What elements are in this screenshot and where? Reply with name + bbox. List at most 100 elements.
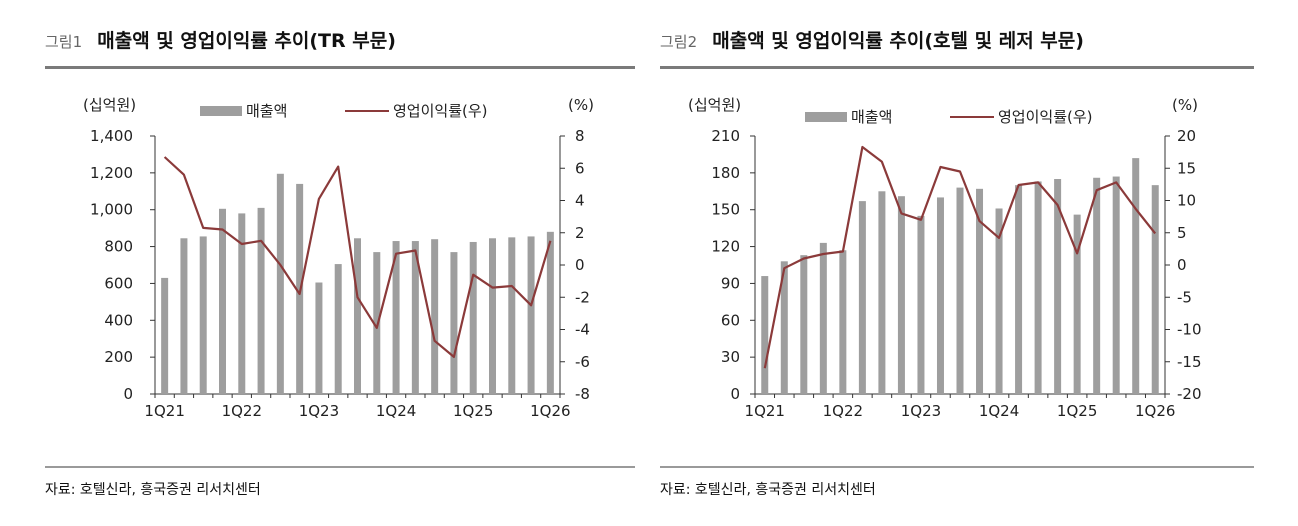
- legend-bar-label: 매출액: [246, 102, 287, 120]
- y-right-tick-label: -2: [575, 288, 590, 306]
- bar-1Q23: [315, 282, 323, 394]
- bar-2Q24: [1015, 185, 1023, 394]
- y-tick-label: 60: [721, 311, 740, 329]
- source-divider: [45, 466, 635, 468]
- margin-line-series: [163, 156, 552, 358]
- y-tick-label: 30: [721, 348, 740, 366]
- source-note: 자료: 호텔신라, 흥국증권 리서치센터: [660, 482, 876, 498]
- source-divider: [660, 466, 1254, 468]
- title-divider: [660, 66, 1254, 69]
- y-right-tick-label: 8: [575, 127, 585, 145]
- y-tick-label: 0: [123, 385, 133, 403]
- x-tick-label: 1Q22: [823, 402, 863, 420]
- bar-2Q25: [489, 238, 496, 394]
- y-tick-label: 210: [711, 127, 740, 145]
- right-axis-unit: (%): [1172, 96, 1198, 114]
- y-tick-label: 400: [104, 311, 133, 329]
- bar-2Q21: [180, 238, 188, 394]
- y-right-tick-label: 2: [575, 224, 585, 242]
- legend-bar-swatch: [200, 106, 242, 116]
- bar-3Q23: [354, 238, 361, 394]
- x-tick-label: 1Q23: [901, 402, 941, 420]
- x-tick-label: 1Q23: [299, 402, 339, 420]
- bar-2Q24: [411, 241, 419, 394]
- bar-3Q24: [431, 239, 439, 394]
- legend-line-label: 영업이익률(우): [998, 108, 1093, 126]
- x-tick-label: 1Q25: [1057, 402, 1097, 420]
- bar-3Q22: [878, 191, 886, 394]
- figure-label: 그림2: [660, 33, 698, 51]
- bar-3Q25: [1112, 176, 1120, 394]
- y-right-tick-label: 0: [575, 256, 585, 274]
- bar-1Q21: [761, 276, 769, 394]
- y-right-tick-label: -5: [1177, 288, 1192, 306]
- bar-2Q22: [257, 207, 265, 394]
- y-right-tick-label: 4: [575, 192, 585, 210]
- right-axis-unit: (%): [568, 96, 594, 114]
- bar-1Q26: [546, 231, 554, 394]
- source-note: 자료: 호텔신라, 흥국증권 리서치센터: [45, 482, 261, 498]
- y-right-tick-label: -4: [575, 321, 590, 339]
- bar-1Q25: [1073, 214, 1081, 394]
- bar-2Q25: [1093, 177, 1101, 394]
- y-tick-label: 200: [104, 348, 133, 366]
- x-tick-label: 1Q26: [530, 402, 570, 420]
- bar-4Q23: [373, 252, 381, 394]
- chart-title: 매출액 및 영업이익률 추이(호텔 및 레저 부문): [712, 30, 1084, 52]
- y-right-tick-label: 15: [1177, 159, 1196, 177]
- y-right-tick-label: 5: [1177, 224, 1187, 242]
- bar-2Q23: [936, 197, 944, 394]
- legend-line-label: 영업이익률(우): [393, 102, 488, 120]
- bar-1Q21: [161, 277, 169, 394]
- y-right-tick-label: 20: [1177, 127, 1196, 145]
- bar-2Q21: [780, 261, 788, 394]
- y-tick-label: 600: [104, 274, 133, 292]
- x-tick-label: 1Q26: [1135, 402, 1175, 420]
- bar-4Q25: [527, 236, 535, 394]
- legend-bar-swatch: [805, 112, 847, 122]
- bar-4Q25: [1132, 158, 1140, 394]
- y-right-tick-label: 10: [1177, 192, 1196, 210]
- x-tick-label: 1Q21: [144, 402, 184, 420]
- y-tick-label: 800: [104, 238, 133, 256]
- bar-1Q26: [1151, 185, 1159, 394]
- y-right-tick-label: -10: [1177, 321, 1202, 339]
- bar-3Q21: [199, 236, 207, 394]
- bar-1Q24: [392, 241, 400, 394]
- bar-4Q21: [819, 242, 827, 394]
- bar-4Q23: [976, 188, 984, 394]
- chart-2-svg: (십억원) (%)매출액 영업이익률(우)0306090120150180210-2…: [688, 96, 1202, 420]
- y-tick-label: 1,400: [90, 127, 133, 145]
- y-tick-label: 1,200: [90, 164, 133, 182]
- y-tick-label: 1,000: [90, 201, 133, 219]
- left-axis-unit: (십억원): [688, 96, 741, 114]
- y-tick-label: 0: [730, 385, 740, 403]
- y-tick-label: 150: [711, 201, 740, 219]
- chart-panel-2: 그림2 매출액 및 영업이익률 추이(호텔 및 레저 부문) (십억원) (%) 매…: [660, 0, 1254, 526]
- margin-line-series: [763, 145, 1157, 369]
- bar-4Q24: [1054, 179, 1062, 394]
- bar-1Q23: [917, 215, 925, 394]
- bar-4Q24: [450, 252, 458, 394]
- x-tick-label: 1Q25: [453, 402, 493, 420]
- bar-3Q22: [276, 173, 284, 394]
- chart-title: 매출액 및 영업이익률 추이(TR 부문): [97, 30, 396, 52]
- y-right-tick-label: 0: [1177, 256, 1187, 274]
- legend-bar-label: 매출액: [851, 108, 892, 126]
- bar-4Q22: [897, 196, 905, 394]
- x-tick-label: 1Q24: [979, 402, 1019, 420]
- chart-1-svg: (십억원) (%) 매출액 영업이익률(우) 0 200 400 600 800 1,000 1,2…: [83, 96, 594, 420]
- y-tick-label: 90: [721, 274, 740, 292]
- y-right-tick-label: -6: [575, 353, 590, 371]
- bar-3Q23: [956, 187, 964, 394]
- left-axis-unit: (십억원): [83, 96, 136, 114]
- bar-3Q24: [1034, 181, 1042, 394]
- y-tick-label: 180: [711, 164, 740, 182]
- title-divider: [45, 66, 635, 69]
- y-right-tick-label: -15: [1177, 353, 1202, 371]
- y-right-tick-label: 6: [575, 159, 585, 177]
- y-tick-label: 120: [711, 238, 740, 256]
- bar-2Q23: [334, 264, 342, 394]
- bar-4Q21: [219, 208, 226, 394]
- chart-panel-1: 그림1 매출액 및 영업이익률 추이(TR 부문) (십억원) (%) 매출액 영업이…: [45, 0, 635, 526]
